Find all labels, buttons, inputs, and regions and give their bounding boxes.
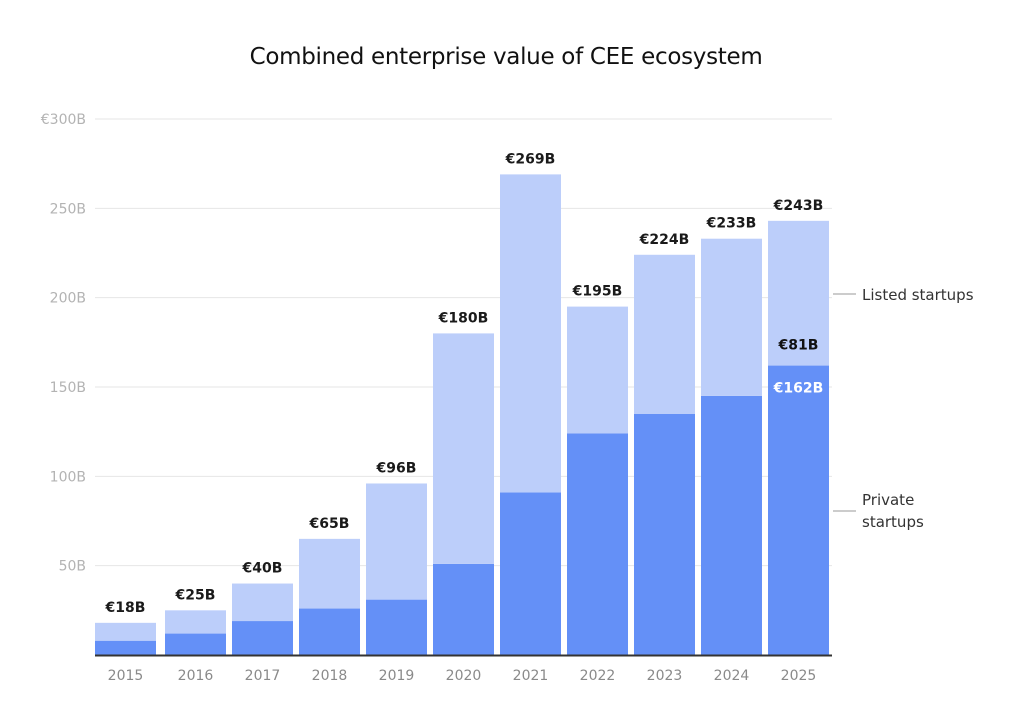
bar-segment-private (299, 608, 360, 655)
total-label: €65B (309, 516, 350, 532)
bar-segment-listed (299, 538, 360, 609)
total-label: €180B (438, 310, 489, 326)
total-label: €25B (175, 587, 216, 603)
bar-segment-listed (95, 622, 156, 641)
bar-segment-private (433, 563, 494, 655)
total-label: €96B (376, 460, 417, 476)
x-tick-label: 2025 (781, 668, 817, 684)
legend: Listed startups Private startups (833, 286, 974, 531)
bar-segment-private (95, 640, 156, 655)
legend-label: Listed startups (862, 286, 974, 304)
bar-segment-private (701, 395, 762, 655)
segment-label-listed: €81B (778, 338, 819, 354)
bar-segment-private (366, 599, 427, 655)
y-tick-label: 50B (59, 559, 86, 575)
total-label: €269B (505, 151, 556, 167)
x-tick-label: 2017 (245, 668, 281, 684)
x-tick-label: 2024 (714, 668, 750, 684)
y-tick-label: 150B (50, 380, 86, 396)
x-tick-label: 2022 (580, 668, 616, 684)
legend-item-listed: Listed startups (833, 286, 974, 304)
total-label: €233B (706, 216, 757, 232)
legend-label: startups (862, 513, 924, 531)
total-label: €40B (242, 561, 283, 577)
x-tick-label: 2015 (108, 668, 144, 684)
bar-segment-listed (500, 174, 561, 493)
legend-item-private: Private startups (833, 491, 924, 531)
bar-segment-private (232, 621, 293, 655)
x-tick-label: 2018 (312, 668, 348, 684)
y-tick-label: 100B (50, 469, 86, 485)
chart-title: Combined enterprise value of CEE ecosyst… (249, 44, 763, 70)
bar-segment-private (165, 633, 226, 655)
bar-segment-listed (165, 610, 226, 634)
bar-segment-listed (768, 220, 829, 366)
bar-segment-listed (634, 254, 695, 414)
bar-segment-listed (433, 333, 494, 564)
total-label: €18B (105, 600, 146, 616)
total-label: €195B (572, 284, 623, 300)
bars (95, 174, 829, 655)
x-axis-ticks: 2015 2016 2017 2018 2019 2020 2021 2022 2023 2024… (108, 668, 817, 684)
data-labels: €18B €25B €40B €65B €96B €180B €269B €195B €224B… (105, 151, 824, 615)
x-tick-label: 2016 (178, 668, 214, 684)
y-axis-ticks: 50B 100B 150B 200B 250B €300B (41, 112, 86, 575)
bar-segment-private (634, 413, 695, 655)
y-tick-label: €300B (41, 112, 86, 128)
x-tick-label: 2019 (379, 668, 415, 684)
bar-segment-listed (701, 238, 762, 396)
bar-segment-listed (232, 583, 293, 622)
legend-label: Private (862, 491, 914, 509)
segment-label-private: €162B (773, 381, 824, 397)
y-tick-label: 250B (50, 201, 86, 217)
bar-segment-listed (567, 306, 628, 434)
x-tick-label: 2023 (647, 668, 683, 684)
bar-segment-private (768, 365, 829, 655)
bar-segment-listed (366, 483, 427, 600)
total-label: €224B (639, 232, 690, 248)
total-label: €243B (773, 198, 824, 214)
x-tick-label: 2020 (446, 668, 482, 684)
bar-segment-private (500, 492, 561, 655)
y-tick-label: 200B (50, 291, 86, 307)
x-tick-label: 2021 (513, 668, 549, 684)
bar-segment-private (567, 433, 628, 655)
